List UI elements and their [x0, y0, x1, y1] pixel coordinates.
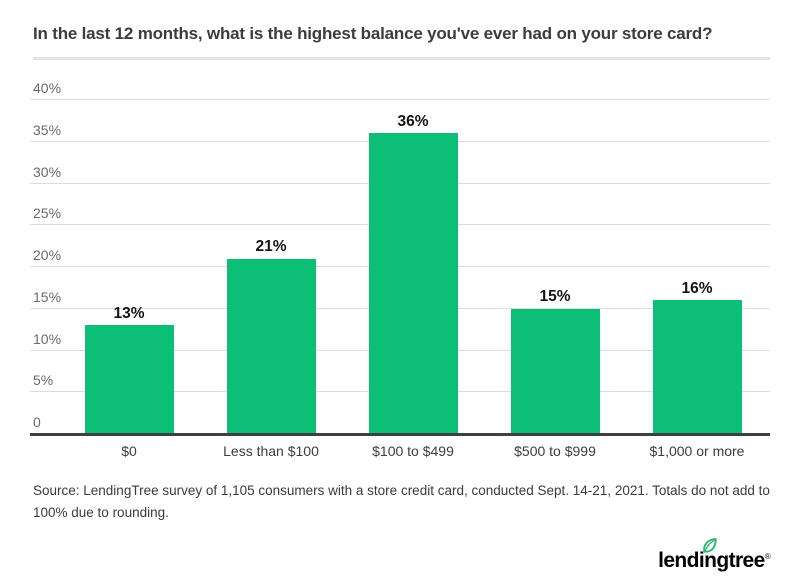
leaf-icon — [703, 538, 717, 553]
logo-text: lendingtree — [658, 549, 765, 572]
x-tick-labels: $0 Less than $100 $100 to $499 $500 to $999… — [58, 443, 768, 459]
bar-value-label: 16% — [681, 279, 713, 297]
y-tick-label: 25% — [33, 205, 62, 222]
bar — [510, 308, 600, 434]
y-tick-label: 5% — [33, 372, 54, 389]
y-tick-label: 20% — [33, 247, 62, 263]
x-tick-label: Less than $100 — [223, 443, 319, 459]
bar — [226, 258, 316, 434]
y-tick-label: 40% — [33, 80, 62, 96]
source-text: Source: LendingTree survey of 1,105 cons… — [33, 483, 770, 520]
bar-value-label: 21% — [255, 238, 287, 256]
y-tick-label: 30% — [33, 163, 62, 180]
bar-slot: 16% — [626, 100, 768, 434]
y-tick-label: 10% — [33, 330, 62, 347]
bar-slot: 13% — [58, 100, 200, 434]
bars: 13% 21% 36% 15% 16% — [58, 100, 768, 434]
x-tick-label: $0 — [121, 443, 137, 459]
title-divider — [33, 57, 770, 60]
lendingtree-logo: lendingtree® — [658, 538, 771, 572]
y-tick-label: 0 — [33, 414, 41, 430]
x-tick-label: $100 to $499 — [372, 443, 454, 459]
bar-slot: 36% — [342, 100, 484, 434]
plot-area: 40% 35% 30% 25% 20% 15% 10% 5% 0 13% 21% 36% 15% 16% — [30, 81, 770, 436]
bar — [368, 133, 458, 434]
page-title: In the last 12 months, what is the highe… — [33, 24, 713, 43]
registered-mark: ® — [764, 552, 771, 561]
bar-slot: 21% — [200, 100, 342, 434]
x-tick-label: $500 to $999 — [514, 443, 596, 459]
bar-value-label: 36% — [397, 112, 429, 130]
y-tick-label: 15% — [33, 288, 62, 305]
bar-value-label: 13% — [113, 304, 145, 322]
bar — [84, 325, 174, 434]
gridline — [30, 99, 770, 100]
x-axis-line — [30, 433, 770, 436]
y-tick-label: 35% — [33, 121, 62, 138]
bar — [652, 300, 742, 434]
bar-slot: 15% — [484, 100, 626, 434]
bar-value-label: 15% — [539, 288, 571, 306]
x-tick-label: $1,000 or more — [649, 443, 745, 459]
